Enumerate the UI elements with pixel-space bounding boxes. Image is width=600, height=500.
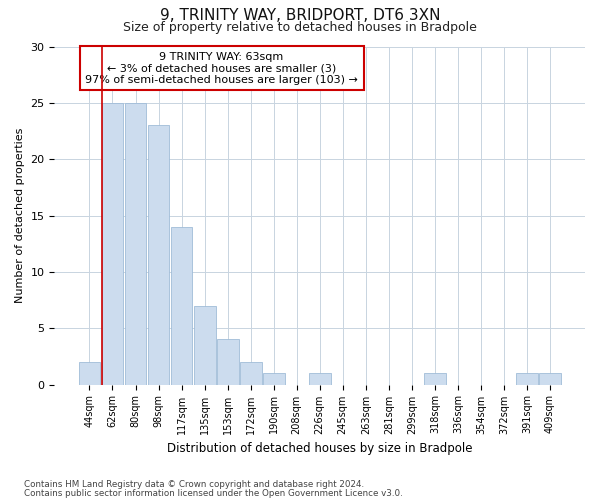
Bar	[239, 362, 262, 384]
Text: Contains HM Land Registry data © Crown copyright and database right 2024.: Contains HM Land Registry data © Crown c…	[24, 480, 364, 489]
Bar	[148, 126, 169, 384]
Bar	[217, 340, 239, 384]
Bar	[424, 374, 446, 384]
Bar	[170, 227, 193, 384]
Text: Size of property relative to detached houses in Bradpole: Size of property relative to detached ho…	[123, 21, 477, 34]
X-axis label: Distribution of detached houses by size in Bradpole: Distribution of detached houses by size …	[167, 442, 472, 455]
Bar	[194, 306, 215, 384]
Bar	[79, 362, 100, 384]
Text: Contains public sector information licensed under the Open Government Licence v3: Contains public sector information licen…	[24, 489, 403, 498]
Bar	[125, 103, 146, 384]
Bar	[539, 374, 561, 384]
Bar	[309, 374, 331, 384]
Text: 9 TRINITY WAY: 63sqm
← 3% of detached houses are smaller (3)
97% of semi-detache: 9 TRINITY WAY: 63sqm ← 3% of detached ho…	[85, 52, 358, 85]
Bar	[263, 374, 284, 384]
Bar	[516, 374, 538, 384]
Text: 9, TRINITY WAY, BRIDPORT, DT6 3XN: 9, TRINITY WAY, BRIDPORT, DT6 3XN	[160, 8, 440, 22]
Y-axis label: Number of detached properties: Number of detached properties	[15, 128, 25, 303]
Bar	[101, 103, 124, 384]
